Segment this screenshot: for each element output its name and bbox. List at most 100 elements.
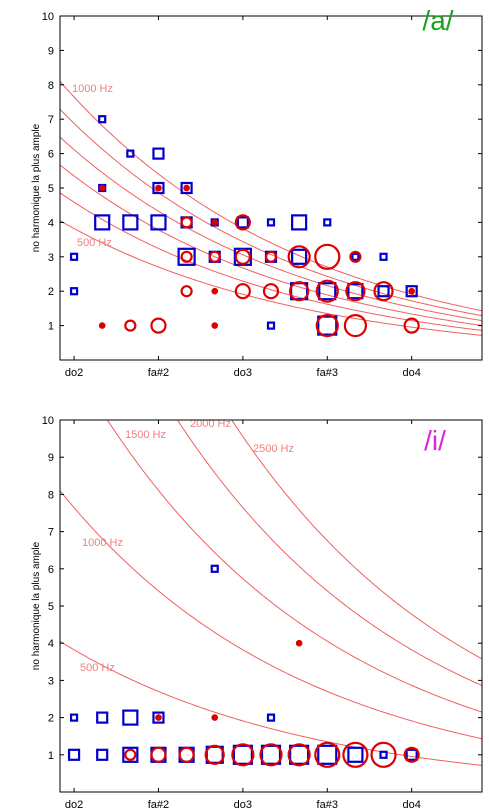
data-circle — [98, 184, 106, 192]
data-square — [323, 218, 332, 227]
iso-curve-500hz — [60, 640, 482, 766]
x-tick-label: do4 — [402, 367, 420, 379]
data-circle — [204, 744, 225, 765]
x-tick-label: fa#3 — [317, 367, 338, 379]
data-square — [351, 252, 360, 261]
data-circle — [295, 639, 303, 647]
chart-panel-i: 500 Hz 1000 Hz 1500 Hz 2000 Hz 2500 Hz 1 2 3 4 5 6… — [31, 415, 483, 811]
data-circle — [343, 314, 367, 338]
data-circle — [349, 250, 362, 263]
iso-curve-900hz — [60, 108, 482, 317]
iso-curve-800hz — [60, 136, 482, 322]
iso-curve-2000hz — [176, 420, 482, 686]
data-circle — [231, 743, 255, 767]
data-square — [318, 282, 337, 301]
data-circle — [287, 743, 311, 767]
data-square — [377, 285, 390, 298]
data-circle — [259, 743, 283, 767]
data-square — [122, 709, 139, 726]
data-square — [317, 744, 338, 765]
data-circle — [345, 281, 366, 302]
iso-label-500hz: 500 Hz — [80, 662, 115, 674]
y-tick-label: 8 — [48, 489, 54, 501]
iso-label-500hz: 500 Hz — [77, 237, 112, 249]
data-square — [347, 746, 364, 763]
data-circle — [180, 250, 193, 263]
data-circle — [403, 317, 420, 334]
iso-label-2500hz: 2500 Hz — [253, 443, 294, 455]
data-circle — [403, 746, 420, 763]
data-square — [94, 214, 111, 231]
data-square — [122, 214, 139, 231]
data-square — [96, 748, 109, 761]
y-tick-label: 4 — [48, 638, 54, 650]
data-square — [405, 748, 418, 761]
data-square — [126, 149, 135, 158]
iso-frequency-curves — [60, 420, 482, 766]
y-tick-label: 2 — [48, 713, 54, 725]
data-circle — [373, 281, 394, 302]
data-circle — [264, 250, 278, 263]
y-tick-label: 1 — [48, 750, 54, 762]
data-square — [379, 750, 388, 759]
y-tick-label: 10 — [42, 11, 54, 23]
data-square — [317, 315, 338, 336]
data-square — [232, 744, 253, 765]
iso-curve-1000hz — [60, 81, 482, 312]
series-squares — [67, 564, 418, 765]
x-tick-label: do2 — [65, 367, 83, 379]
y-tick-label: 5 — [48, 601, 54, 613]
series-squares — [69, 115, 418, 336]
vowel-label: /i/ — [424, 425, 446, 456]
data-circle — [211, 287, 219, 295]
data-circle — [408, 287, 415, 295]
data-circle — [150, 746, 167, 763]
data-square — [266, 218, 276, 227]
y-tick-label: 7 — [48, 527, 54, 539]
data-square — [289, 744, 310, 765]
y-tick-label: 3 — [48, 675, 54, 687]
data-square — [347, 283, 364, 300]
y-tick-label: 9 — [48, 452, 54, 464]
data-circle — [262, 283, 280, 300]
y-axis-label: no harmonique la plus ample — [31, 123, 42, 252]
x-tick-label: do4 — [402, 799, 420, 811]
data-circle — [124, 748, 137, 761]
data-circle — [314, 243, 341, 270]
data-circle — [315, 279, 339, 303]
y-tick-label: 4 — [48, 217, 54, 229]
iso-curve-1000hz — [60, 490, 482, 740]
data-square — [260, 744, 282, 765]
data-square — [210, 564, 219, 573]
data-circle — [155, 184, 162, 192]
iso-curve-2500hz — [231, 420, 482, 660]
data-circle — [211, 322, 219, 329]
data-circle — [180, 285, 193, 298]
y-tick-label: 3 — [48, 252, 54, 264]
data-square — [96, 711, 109, 724]
data-circle — [287, 245, 311, 269]
data-square — [122, 746, 139, 763]
data-square — [67, 748, 81, 761]
data-circle — [211, 714, 219, 721]
data-square — [177, 247, 196, 266]
data-circle — [150, 317, 167, 334]
data-circle — [180, 216, 193, 229]
iso-label-1000hz: 1000 Hz — [82, 537, 123, 549]
y-tick-label: 6 — [48, 149, 54, 161]
data-circle — [342, 741, 369, 768]
data-circle — [178, 746, 195, 763]
data-square — [152, 147, 165, 160]
data-square — [180, 181, 193, 195]
y-tick-label: 6 — [48, 564, 54, 576]
y-tick-label: 5 — [48, 183, 54, 195]
data-square — [98, 115, 107, 124]
data-square — [69, 252, 79, 261]
data-circle — [98, 322, 106, 329]
iso-curve-700hz — [60, 164, 482, 327]
iso-label-1000hz: 1000 Hz — [72, 83, 113, 95]
data-circle — [234, 283, 251, 300]
data-square — [152, 181, 165, 195]
data-circle — [124, 319, 137, 332]
